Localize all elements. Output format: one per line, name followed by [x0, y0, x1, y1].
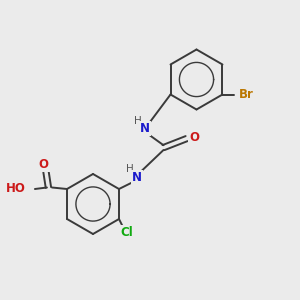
- Text: Cl: Cl: [120, 226, 133, 239]
- Text: O: O: [39, 158, 49, 171]
- Text: H: H: [134, 116, 142, 126]
- Text: O: O: [189, 131, 199, 144]
- Text: N: N: [140, 122, 150, 135]
- Text: N: N: [132, 171, 142, 184]
- Text: H: H: [126, 164, 134, 174]
- Text: Br: Br: [239, 88, 254, 101]
- Text: HO: HO: [6, 182, 26, 196]
